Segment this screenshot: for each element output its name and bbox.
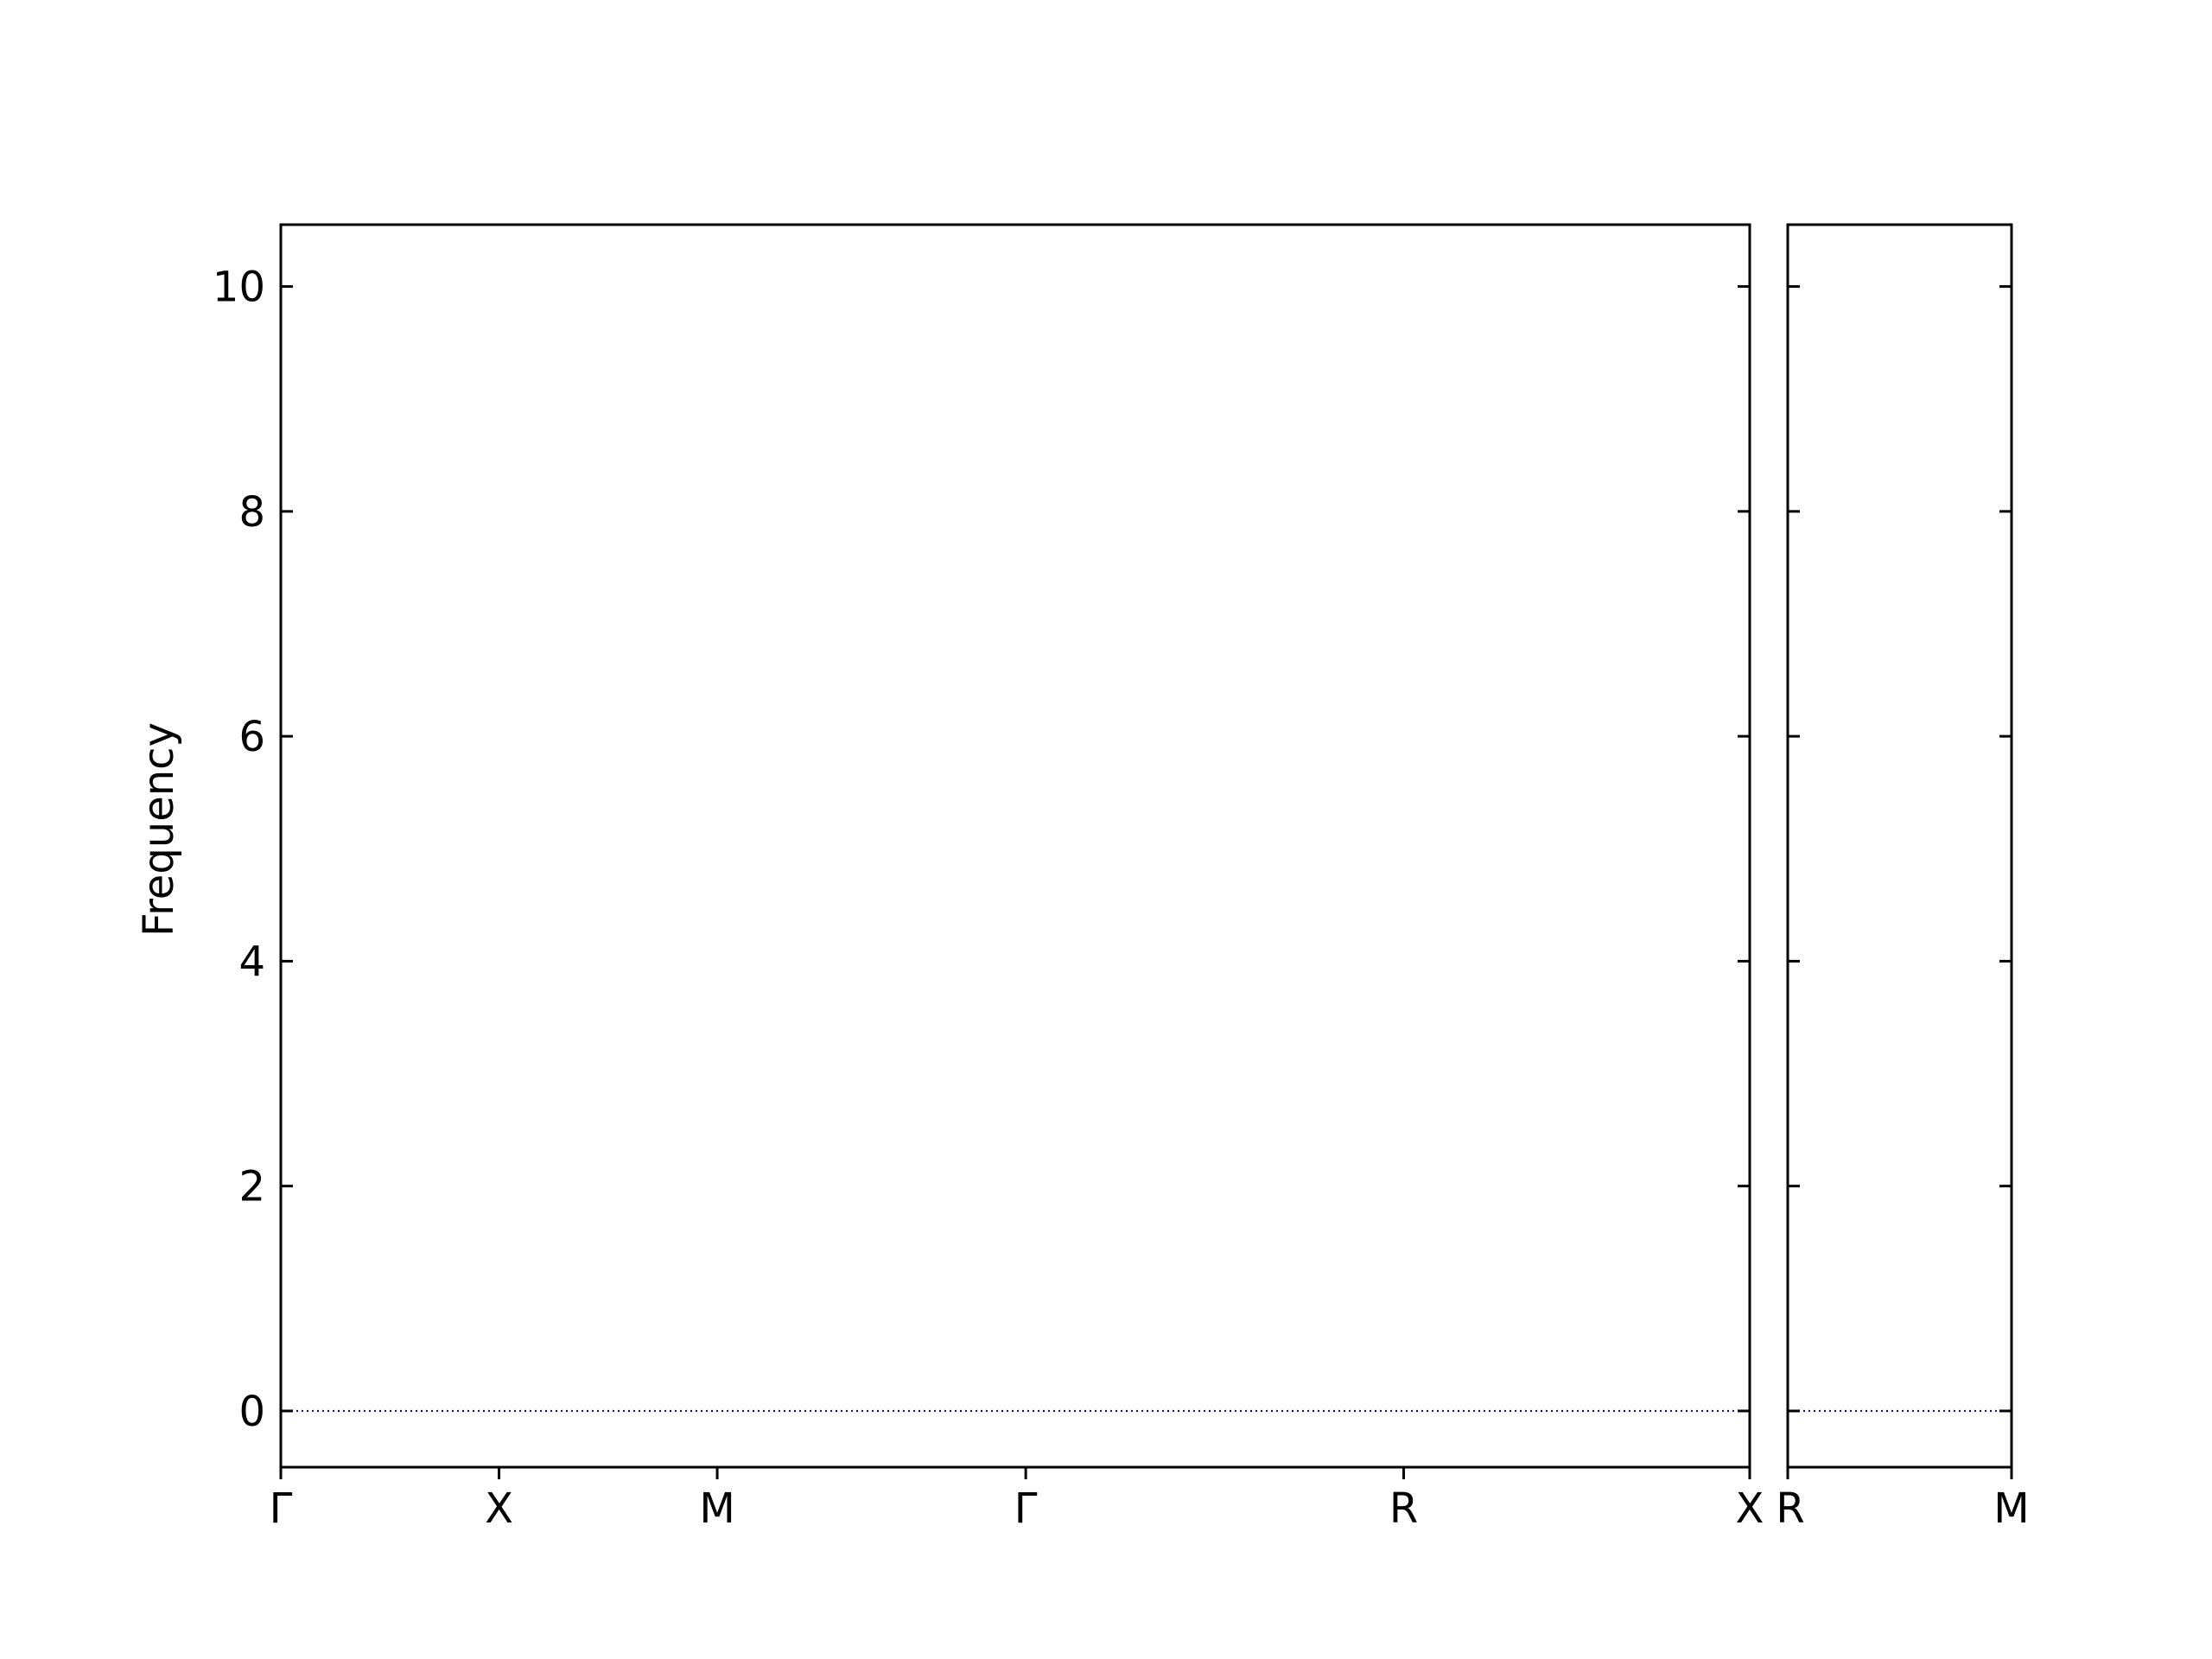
y-axis-label: Frequency (135, 722, 183, 937)
x-tick-label: M (1993, 1484, 2029, 1533)
axes-frame-right (1786, 223, 2013, 1469)
y-tick-label: 10 (213, 264, 265, 312)
x-tick-label: M (699, 1484, 734, 1533)
y-tick-label: 6 (238, 713, 265, 761)
axes-frames (279, 223, 2013, 1469)
y-tick-label: 4 (238, 938, 265, 986)
x-tick-label: X (1736, 1484, 1764, 1533)
axis-ticks (279, 285, 2013, 1479)
x-tick-label: X (485, 1484, 513, 1533)
x-tick-label: Γ (270, 1484, 293, 1533)
y-tick-label: 0 (238, 1388, 265, 1436)
y-tick-label: 8 (238, 488, 265, 537)
axes-frame-main (279, 223, 1751, 1469)
x-tick-label: R (1776, 1484, 1804, 1533)
x-tick-label: R (1389, 1484, 1418, 1533)
x-tick-label: Γ (1014, 1484, 1038, 1533)
y-tick-label: 2 (238, 1163, 265, 1211)
